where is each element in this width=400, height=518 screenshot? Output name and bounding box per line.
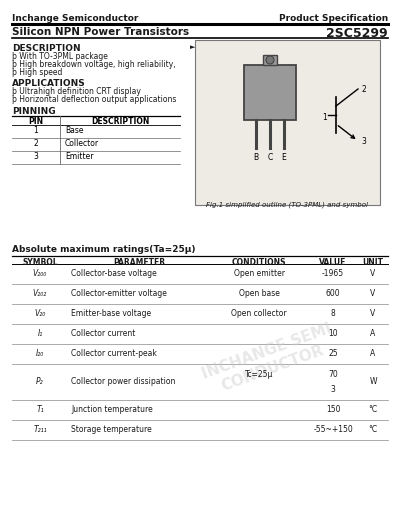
Bar bbox=[195, 40, 380, 205]
Text: °C: °C bbox=[368, 406, 378, 414]
Text: V: V bbox=[370, 290, 376, 298]
Text: þ High speed: þ High speed bbox=[12, 68, 62, 77]
Text: I₁: I₁ bbox=[37, 329, 43, 338]
Text: 3: 3 bbox=[361, 137, 366, 146]
Text: E: E bbox=[282, 153, 286, 162]
Text: B: B bbox=[254, 153, 258, 162]
Text: Product Specification: Product Specification bbox=[279, 14, 388, 23]
Text: V: V bbox=[370, 269, 376, 279]
Text: APPLICATIONS: APPLICATIONS bbox=[12, 79, 86, 88]
Text: V₂₀₂: V₂₀₂ bbox=[33, 290, 47, 298]
Text: Collector-emitter voltage: Collector-emitter voltage bbox=[71, 290, 167, 298]
Text: I₂₀: I₂₀ bbox=[36, 350, 44, 358]
Text: P₂: P₂ bbox=[36, 378, 44, 386]
Text: Inchange Semiconductor: Inchange Semiconductor bbox=[12, 14, 138, 23]
Text: Collector-base voltage: Collector-base voltage bbox=[71, 269, 157, 279]
Text: T₁: T₁ bbox=[36, 406, 44, 414]
Text: INCHANGE SEMI
CONDUCTOR: INCHANGE SEMI CONDUCTOR bbox=[200, 321, 340, 399]
Text: 10: 10 bbox=[328, 329, 338, 338]
Text: A: A bbox=[370, 329, 376, 338]
Text: Collector current: Collector current bbox=[71, 329, 135, 338]
Text: 3: 3 bbox=[34, 152, 38, 161]
Text: 70: 70 bbox=[328, 369, 338, 379]
Text: 1: 1 bbox=[34, 126, 38, 135]
Text: Open base: Open base bbox=[238, 290, 280, 298]
Text: DESCRIPTION: DESCRIPTION bbox=[91, 118, 149, 126]
Text: Emitter-base voltage: Emitter-base voltage bbox=[71, 309, 151, 319]
Text: Tc=25µ: Tc=25µ bbox=[245, 369, 273, 379]
Text: 2: 2 bbox=[34, 139, 38, 148]
Circle shape bbox=[266, 56, 274, 64]
Text: PIN: PIN bbox=[28, 118, 44, 126]
Text: 1: 1 bbox=[322, 112, 327, 122]
Text: °C: °C bbox=[368, 425, 378, 435]
Text: þ Ultrahigh definition CRT display: þ Ultrahigh definition CRT display bbox=[12, 87, 141, 96]
Text: CONDITIONS: CONDITIONS bbox=[232, 258, 286, 267]
Text: Open emitter: Open emitter bbox=[234, 269, 284, 279]
Text: DESCRIPTION: DESCRIPTION bbox=[12, 44, 81, 53]
Text: 150: 150 bbox=[326, 406, 340, 414]
Text: Collector current-peak: Collector current-peak bbox=[71, 350, 157, 358]
Text: 3: 3 bbox=[330, 385, 336, 394]
Text: Open collector: Open collector bbox=[231, 309, 287, 319]
Text: -1965: -1965 bbox=[322, 269, 344, 279]
Text: SYMBOL: SYMBOL bbox=[22, 258, 58, 267]
Text: Collector power dissipation: Collector power dissipation bbox=[71, 378, 175, 386]
Text: þ High breakdown voltage, high reliability,: þ High breakdown voltage, high reliabili… bbox=[12, 60, 176, 69]
Text: Silicon NPN Power Transistors: Silicon NPN Power Transistors bbox=[12, 27, 189, 37]
Text: Base: Base bbox=[65, 126, 84, 135]
Text: PINNING: PINNING bbox=[12, 107, 56, 116]
Text: Junction temperature: Junction temperature bbox=[71, 406, 153, 414]
Text: PARAMETER: PARAMETER bbox=[113, 258, 165, 267]
Text: Storage temperature: Storage temperature bbox=[71, 425, 152, 435]
Text: þ Horizontal deflection output applications: þ Horizontal deflection output applicati… bbox=[12, 95, 176, 104]
Text: VALUE: VALUE bbox=[319, 258, 347, 267]
Text: T₂₁₁: T₂₁₁ bbox=[33, 425, 47, 435]
Text: Fig.1 simplified outline (TO-3PML) and symbol: Fig.1 simplified outline (TO-3PML) and s… bbox=[206, 201, 368, 208]
Text: Absolute maximum ratings(Ta=25µ): Absolute maximum ratings(Ta=25µ) bbox=[12, 245, 196, 254]
Text: 2: 2 bbox=[361, 84, 366, 94]
Text: C: C bbox=[267, 153, 273, 162]
Text: UNIT: UNIT bbox=[362, 258, 384, 267]
Text: 8: 8 bbox=[331, 309, 335, 319]
Text: V: V bbox=[370, 309, 376, 319]
Text: V₂₀: V₂₀ bbox=[34, 309, 46, 319]
Bar bbox=[263, 55, 277, 65]
Text: Emitter: Emitter bbox=[65, 152, 94, 161]
Text: ►: ► bbox=[190, 44, 195, 50]
Text: A: A bbox=[370, 350, 376, 358]
Text: þ With TO-3PML package: þ With TO-3PML package bbox=[12, 52, 108, 61]
Text: V₂₀₀: V₂₀₀ bbox=[33, 269, 47, 279]
Bar bbox=[244, 65, 296, 120]
Text: 25: 25 bbox=[328, 350, 338, 358]
Text: 2SC5299: 2SC5299 bbox=[326, 27, 388, 40]
Text: -55~+150: -55~+150 bbox=[313, 425, 353, 435]
Text: Collector: Collector bbox=[65, 139, 99, 148]
Text: 600: 600 bbox=[326, 290, 340, 298]
Text: W: W bbox=[369, 378, 377, 386]
